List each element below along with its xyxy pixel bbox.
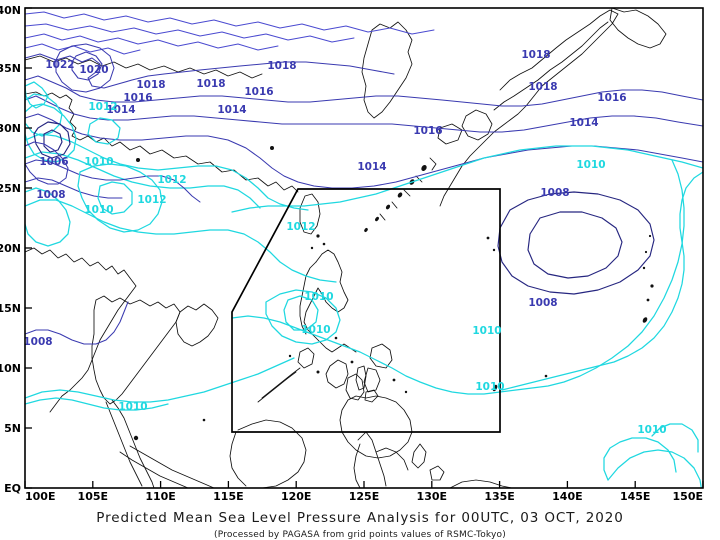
x-tick-label: 150E	[673, 490, 703, 503]
contour-label: 1010	[475, 381, 504, 393]
contour-label: 1010	[84, 156, 113, 168]
y-tick-label: 5N	[4, 422, 21, 435]
x-tick-label: 130E	[417, 490, 447, 503]
y-tick-label: 20N	[0, 242, 21, 255]
contour-label: 1012	[137, 194, 166, 206]
contour-label: 1014	[217, 104, 246, 116]
contour-label: 1022	[45, 59, 74, 71]
x-tick-label: 115E	[213, 490, 243, 503]
contour-label: 1010	[118, 401, 147, 413]
x-axis-ticks	[24, 481, 704, 488]
contour-label: 1014	[569, 117, 598, 129]
y-axis-labels: EQ 5N 10N 15N 20N 25N 30N 35N 40N	[0, 4, 21, 495]
coastlines-layer	[25, 8, 667, 488]
contour-label: 1018	[521, 49, 550, 61]
contour-label: 1016	[413, 125, 442, 137]
contour-label: 1016	[244, 86, 273, 98]
x-tick-label: 135E	[484, 490, 514, 503]
x-tick-label: 125E	[349, 490, 379, 503]
contour-label: 1008	[36, 189, 65, 201]
contour-label: 1018	[528, 81, 557, 93]
contour-label: 1016	[597, 92, 626, 104]
contour-label: 1010	[84, 204, 113, 216]
contour-label: 1018	[136, 79, 165, 91]
contour-label: 1006	[39, 156, 68, 168]
contour-label: 1016	[123, 92, 152, 104]
contour-label: 1010	[637, 424, 666, 436]
contour-label: 1018	[267, 60, 296, 72]
contour-label: 1012	[286, 221, 315, 233]
y-tick-label: 10N	[0, 362, 21, 375]
y-tick-label: 40N	[0, 4, 21, 17]
contour-label: 1018	[196, 78, 225, 90]
contour-label: 1012	[88, 101, 117, 113]
x-axis-labels: 100E 105E 110E 115E 120E 125E 130E 135E …	[25, 490, 703, 503]
y-axis-ticks	[25, 7, 32, 489]
contour-label: 1010	[304, 291, 333, 303]
x-tick-label: 110E	[145, 490, 175, 503]
contour-label: 1008	[528, 297, 557, 309]
contour-label: 1010	[576, 159, 605, 171]
chart-title: Predicted Mean Sea Level Pressure Analys…	[96, 510, 623, 526]
contour-labels-layer: 1022 1020 1018 1016 1014 1018 1018 1016 …	[23, 49, 667, 436]
contour-label: 1014	[357, 161, 386, 173]
map-plot-area: 1022 1020 1018 1016 1014 1018 1018 1016 …	[23, 8, 703, 488]
contour-label: 1020	[79, 64, 108, 76]
x-tick-label: 120E	[281, 490, 311, 503]
y-tick-label: EQ	[4, 482, 21, 495]
contour-label: 1008	[23, 336, 52, 348]
contour-label: 1008	[540, 187, 569, 199]
y-tick-label: 30N	[0, 122, 21, 135]
philippine-area-of-responsibility-box	[231, 188, 501, 433]
contour-label: 1010	[472, 325, 501, 337]
contour-label: 1010	[301, 324, 330, 336]
y-tick-label: 25N	[0, 182, 21, 195]
x-tick-label: 105E	[78, 490, 108, 503]
y-tick-label: 35N	[0, 62, 21, 75]
isobar-contours-layer	[25, 11, 703, 488]
x-tick-label: 145E	[620, 490, 650, 503]
y-tick-label: 15N	[0, 302, 21, 315]
x-tick-label: 100E	[25, 490, 55, 503]
x-tick-label: 140E	[552, 490, 582, 503]
contour-label: 1012	[157, 174, 186, 186]
contour-label: 1014	[106, 104, 135, 116]
chart-subtitle: (Processed by PAGASA from grid points va…	[214, 530, 506, 540]
